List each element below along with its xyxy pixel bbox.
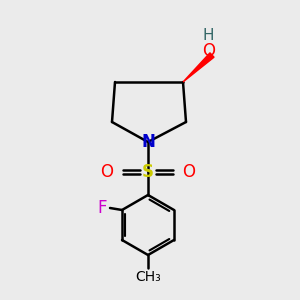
Polygon shape [183, 53, 214, 82]
Text: CH₃: CH₃ [135, 270, 161, 284]
Text: H: H [202, 28, 214, 43]
Text: S: S [142, 163, 154, 181]
Text: O: O [202, 42, 215, 60]
Text: O: O [182, 163, 196, 181]
Text: F: F [97, 199, 107, 217]
Text: N: N [141, 133, 155, 151]
Text: O: O [100, 163, 113, 181]
